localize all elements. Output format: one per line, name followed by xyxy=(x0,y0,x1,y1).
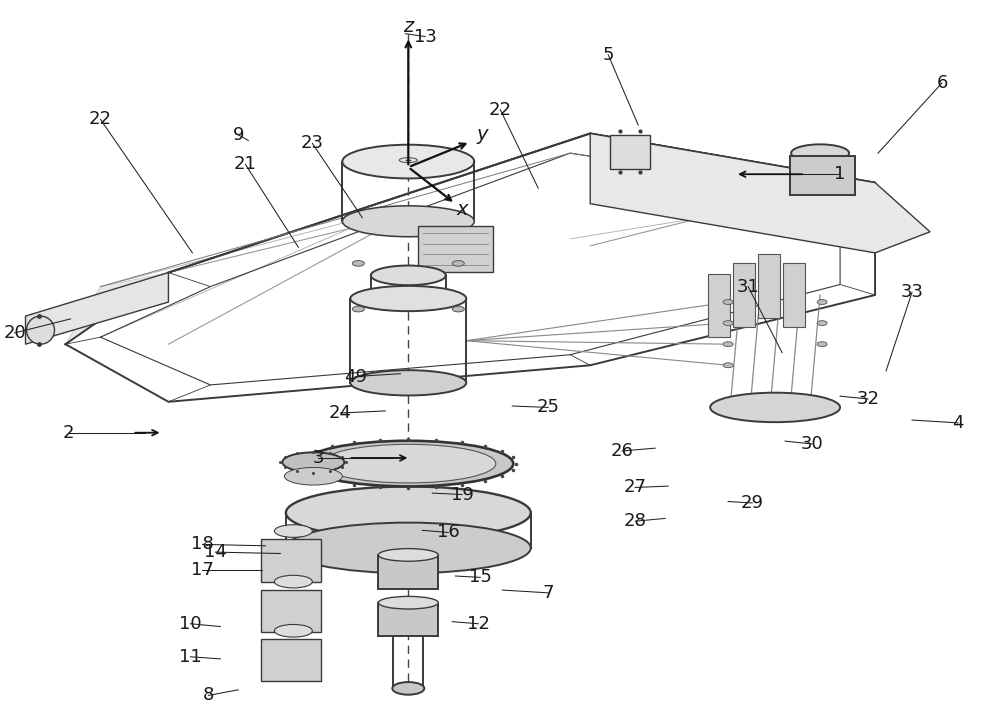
Ellipse shape xyxy=(371,286,446,304)
Bar xyxy=(610,135,650,169)
Ellipse shape xyxy=(710,393,840,422)
Ellipse shape xyxy=(27,316,54,345)
Text: 16: 16 xyxy=(437,523,460,542)
Ellipse shape xyxy=(378,549,438,561)
Ellipse shape xyxy=(286,486,531,539)
Text: 5: 5 xyxy=(602,46,614,64)
Text: 1: 1 xyxy=(834,165,846,183)
Bar xyxy=(261,539,321,582)
Bar xyxy=(261,590,321,632)
Ellipse shape xyxy=(282,453,344,472)
Text: y: y xyxy=(477,126,488,144)
Text: 49: 49 xyxy=(344,368,367,385)
Text: 23: 23 xyxy=(301,134,324,152)
Ellipse shape xyxy=(342,206,474,237)
Text: 29: 29 xyxy=(741,494,764,512)
Text: 28: 28 xyxy=(624,513,647,530)
Ellipse shape xyxy=(352,306,364,312)
Text: 24: 24 xyxy=(329,404,352,422)
Bar xyxy=(790,156,855,195)
Text: 22: 22 xyxy=(489,100,512,119)
Text: x: x xyxy=(457,200,468,219)
Text: 18: 18 xyxy=(191,535,214,554)
Ellipse shape xyxy=(723,363,733,368)
Text: 7: 7 xyxy=(542,584,554,602)
Ellipse shape xyxy=(321,444,496,483)
Bar xyxy=(378,555,438,589)
Ellipse shape xyxy=(274,575,312,588)
Text: 10: 10 xyxy=(179,615,202,633)
Ellipse shape xyxy=(350,286,466,311)
Ellipse shape xyxy=(303,441,513,486)
Text: 12: 12 xyxy=(467,615,490,633)
Text: 3: 3 xyxy=(313,449,324,467)
Text: 22: 22 xyxy=(89,110,112,128)
Bar xyxy=(758,254,780,318)
Bar xyxy=(378,603,438,636)
Ellipse shape xyxy=(723,299,733,304)
Bar xyxy=(261,639,321,681)
Ellipse shape xyxy=(286,522,531,573)
Text: 31: 31 xyxy=(737,277,760,296)
Text: 30: 30 xyxy=(801,435,823,453)
Ellipse shape xyxy=(723,321,733,325)
Text: 8: 8 xyxy=(203,686,214,705)
Ellipse shape xyxy=(350,370,466,395)
Bar xyxy=(418,226,493,272)
Text: 27: 27 xyxy=(624,479,647,496)
Polygon shape xyxy=(65,273,168,345)
Text: 6: 6 xyxy=(936,74,948,92)
Ellipse shape xyxy=(817,299,827,304)
Text: z: z xyxy=(403,17,413,36)
Bar xyxy=(733,263,755,327)
Ellipse shape xyxy=(274,525,312,537)
Text: 20: 20 xyxy=(3,324,26,342)
Ellipse shape xyxy=(791,144,849,162)
Ellipse shape xyxy=(452,261,464,266)
Text: 17: 17 xyxy=(191,561,214,580)
Ellipse shape xyxy=(723,342,733,347)
Text: 2: 2 xyxy=(63,424,74,442)
Polygon shape xyxy=(26,273,168,345)
Ellipse shape xyxy=(284,467,342,485)
Ellipse shape xyxy=(352,261,364,266)
Ellipse shape xyxy=(452,306,464,312)
Ellipse shape xyxy=(392,682,424,695)
Ellipse shape xyxy=(817,342,827,347)
Polygon shape xyxy=(590,133,930,253)
Ellipse shape xyxy=(274,625,312,637)
Text: 14: 14 xyxy=(204,543,227,561)
Text: 21: 21 xyxy=(234,155,257,174)
Text: 13: 13 xyxy=(414,28,437,45)
Text: 26: 26 xyxy=(611,442,634,460)
Text: 33: 33 xyxy=(901,283,924,301)
Ellipse shape xyxy=(378,597,438,609)
Text: 19: 19 xyxy=(451,486,474,503)
Text: 11: 11 xyxy=(179,648,202,666)
Ellipse shape xyxy=(342,145,474,179)
Bar xyxy=(783,263,805,327)
Text: 15: 15 xyxy=(469,568,492,587)
Text: 4: 4 xyxy=(952,414,964,432)
Text: 9: 9 xyxy=(233,126,244,144)
Text: 32: 32 xyxy=(857,390,880,408)
Ellipse shape xyxy=(371,265,446,285)
Ellipse shape xyxy=(817,321,827,325)
Bar xyxy=(708,274,730,337)
Text: 25: 25 xyxy=(537,398,560,417)
